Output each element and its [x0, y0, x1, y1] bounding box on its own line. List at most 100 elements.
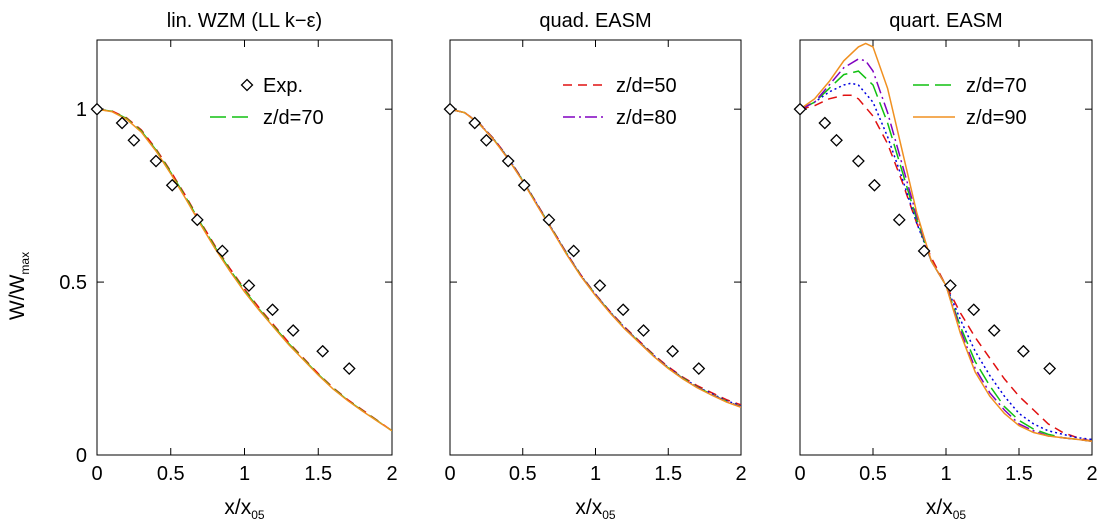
x-tick-label: 2 [735, 463, 746, 485]
plot-frame [449, 39, 742, 456]
x-tick-label: 1.5 [654, 463, 682, 485]
chart-title: quad. EASM [539, 10, 651, 32]
x-tick-label: 0 [794, 463, 805, 485]
y-tick-label: 0.5 [59, 272, 87, 294]
legend-label: Exp. [263, 75, 303, 97]
exp-data-point [215, 244, 229, 258]
series-group [97, 108, 392, 432]
x-tick-label: 0.5 [157, 463, 185, 485]
exp-data-point [818, 116, 832, 130]
x-axis-label: x/x05 [224, 496, 265, 521]
exp-data-point [542, 213, 556, 227]
chart-title: lin. WZM (LL k−ε) [167, 10, 322, 32]
plot-frame [799, 39, 1093, 456]
x-axis-label-sub: 05 [602, 508, 616, 521]
exp-data-point [793, 102, 807, 116]
legend-label: z/d=70 [263, 107, 324, 129]
x-tick-label: 1.5 [304, 463, 332, 485]
legend-label: z/d=70 [966, 75, 1027, 97]
exp-data-point [616, 303, 630, 317]
series-line-z50 [800, 94, 1092, 442]
exp-data-point [892, 213, 906, 227]
exp-data-point [165, 178, 179, 192]
exp-data-point [1016, 344, 1030, 358]
x-tick-label: 0 [444, 463, 455, 485]
legend: z/d=70 z/d=90 [913, 75, 1027, 129]
y-axis-label: W/Wmax [6, 252, 32, 320]
exp-data-point [830, 133, 843, 147]
exp-data-point [342, 362, 356, 375]
exp-data-point [266, 303, 279, 317]
legend-label: z/d=50 [616, 75, 677, 97]
exp-data-point [967, 303, 981, 317]
exp-data-point [286, 324, 300, 337]
chart-panel-1: lin. WZM (LL k−ε) 0 0.5 1 1.5 2 0 0.5 1 x/x05 Exp.… [59, 10, 397, 521]
legend: z/d=50 z/d=80 [563, 75, 677, 129]
exp-data-point [127, 133, 141, 147]
y-tick-label: 0 [76, 445, 87, 467]
exp-data-point [637, 324, 650, 337]
legend-label: z/d=90 [966, 107, 1027, 129]
exp-data-point [90, 102, 104, 116]
svg-text:W/Wmax: W/Wmax [6, 252, 32, 320]
x-tick-label: 0.5 [859, 463, 887, 485]
chart-panel-2: quad. EASM 0 0.5 1 1.5 2 x/x05 z/d=50 z/d=80 [443, 10, 747, 521]
series-line-z90 [97, 108, 392, 432]
exp-data-point [917, 244, 931, 258]
exp-data-point [987, 324, 1001, 337]
exp-data-point [567, 244, 581, 258]
x-tick-label: 2 [1086, 463, 1097, 485]
series-line-z70 [97, 108, 392, 432]
series-line-z70 [800, 70, 1092, 442]
x-tick-label: 2 [386, 463, 397, 485]
x-tick-label: 0.5 [509, 463, 537, 485]
exp-data-point [517, 178, 531, 192]
legend-label: z/d=80 [616, 107, 677, 129]
series-line-z90 [450, 108, 741, 409]
x-tick-label: 1 [940, 463, 951, 485]
exp-data-point [943, 279, 957, 292]
exp-data-point [190, 213, 204, 227]
exp-data-point [501, 154, 515, 168]
exp-data-point [666, 344, 680, 358]
y-axis-label-main: W/W [6, 274, 29, 320]
series-line-z80 [450, 108, 741, 408]
x-tick-label: 1.5 [1005, 463, 1033, 485]
exp-data-point [468, 116, 482, 130]
exp-data-point [115, 116, 129, 130]
exp-data-point [868, 178, 881, 192]
exp-data-point [479, 133, 493, 147]
y-axis-label-sub: max [18, 252, 32, 275]
series-line-z90 [800, 42, 1092, 442]
exp-data-point [149, 154, 163, 168]
series-line-z50 [450, 108, 741, 406]
exp-data-point [242, 279, 256, 292]
exp-data-point [692, 362, 706, 375]
exp-data-point [443, 102, 457, 116]
x-axis-label-main: x/x [575, 496, 602, 519]
x-axis-label-main: x/x [224, 496, 251, 519]
plot-frame [96, 39, 393, 456]
legend-swatch-exp [240, 78, 254, 92]
panels: lin. WZM (LL k−ε)0 0.5 1 1.5 200.51x/x05Exp.… [59, 10, 1097, 521]
legend: Exp. z/d=70 [210, 75, 324, 129]
exp-data-point [1043, 362, 1057, 375]
series-line-z60 [450, 108, 741, 407]
chart-title: quart. EASM [889, 10, 1002, 32]
series-line-z60 [800, 82, 1092, 441]
exp-data-point [851, 154, 865, 168]
exp-data-point [593, 279, 607, 292]
x-axis-label-main: x/x [926, 496, 953, 519]
series-line-z70 [450, 108, 741, 408]
x-tick-label: 1 [239, 463, 250, 485]
x-tick-label: 0 [91, 463, 102, 485]
x-axis-label: x/x05 [575, 496, 616, 521]
exp-data-point [316, 344, 330, 358]
x-axis-label: x/x05 [926, 496, 967, 521]
series-line-z50 [97, 108, 392, 432]
x-tick-label: 1 [590, 463, 601, 485]
y-tick-label: 1 [76, 99, 87, 121]
x-axis-label-sub: 05 [953, 508, 967, 521]
x-axis-label-sub: 05 [251, 508, 265, 521]
